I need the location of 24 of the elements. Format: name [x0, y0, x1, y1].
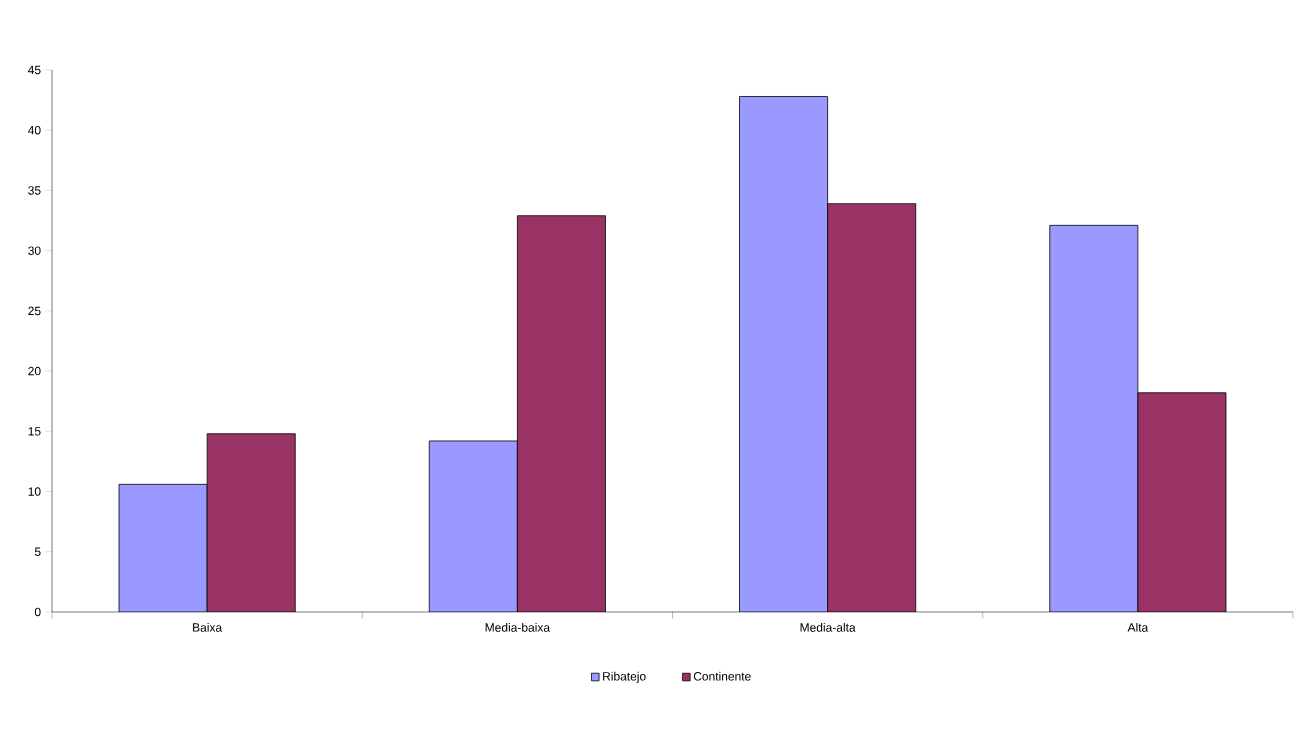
y-tick-label: 30: [28, 246, 41, 255]
bar: [118, 483, 208, 612]
bar: [428, 440, 518, 612]
legend-label: Continente: [693, 671, 751, 681]
y-tick-label: 25: [28, 306, 41, 316]
bar: [827, 203, 917, 612]
bar: [1137, 392, 1227, 612]
y-tick-label: 40: [28, 125, 41, 135]
y-tick-label: 15: [28, 427, 41, 436]
y-tick-label: 45: [28, 65, 41, 75]
bar: [206, 433, 296, 612]
x-tick-label: Alta: [1127, 622, 1149, 632]
y-tick-label: 35: [28, 186, 41, 195]
x-tick-label: Media-baixa: [485, 622, 551, 632]
x-tick-label: Baixa: [193, 622, 223, 632]
bar: [516, 215, 606, 612]
y-tick-label: 20: [28, 366, 41, 376]
y-tick-label: 5: [34, 547, 41, 556]
x-tick-label: Media-alta: [800, 622, 856, 632]
bar: [1049, 224, 1139, 612]
y-tick-label: 0: [34, 607, 41, 617]
bar: [739, 96, 829, 612]
y-tick-label: 10: [28, 487, 41, 496]
legend-label: Ribatejo: [603, 671, 646, 683]
